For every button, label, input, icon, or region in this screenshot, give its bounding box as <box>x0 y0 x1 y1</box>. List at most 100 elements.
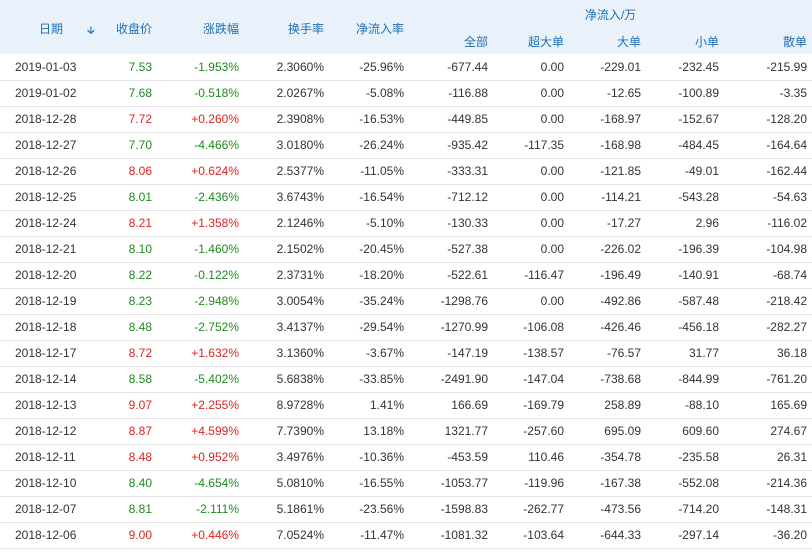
net-big-cell: -738.68 <box>569 366 646 393</box>
change-cell: -5.402% <box>157 366 244 393</box>
net-all-cell: -677.44 <box>409 54 493 81</box>
net-super-column-header[interactable]: 超大单 <box>493 28 569 54</box>
net-retail-column-header[interactable]: 散单 <box>724 28 812 54</box>
turnover-cell: 7.7390% <box>244 418 329 445</box>
net-retail-cell: 26.31 <box>724 444 812 471</box>
turnover-cell: 8.9728% <box>244 392 329 419</box>
net-small-cell: -714.20 <box>646 496 724 523</box>
turnover-cell: 5.6838% <box>244 366 329 393</box>
close-column-header[interactable]: 收盘价 <box>100 0 157 54</box>
date-cell: 2018-12-11 <box>0 444 100 471</box>
change-cell: -0.518% <box>157 80 244 107</box>
change-column-header[interactable]: 涨跌幅 <box>157 0 244 54</box>
net-super-cell: 0.00 <box>493 158 569 185</box>
date-cell: 2018-12-26 <box>0 158 100 185</box>
net-rate-cell: -3.67% <box>329 340 409 367</box>
net-big-cell: -121.85 <box>569 158 646 185</box>
turnover-cell: 3.0180% <box>244 132 329 159</box>
net-all-cell: -527.38 <box>409 236 493 263</box>
net-all-cell: -333.31 <box>409 158 493 185</box>
net-rate-cell: -26.24% <box>329 132 409 159</box>
net-big-cell: -426.46 <box>569 314 646 341</box>
net-rate-cell: 1.41% <box>329 392 409 419</box>
turnover-cell: 5.1861% <box>244 496 329 523</box>
turnover-cell: 2.5377% <box>244 158 329 185</box>
net-all-cell: -522.61 <box>409 262 493 289</box>
net-retail-cell: -162.44 <box>724 158 812 185</box>
net-super-cell: -262.77 <box>493 496 569 523</box>
change-cell: -0.122% <box>157 262 244 289</box>
close-cell: 8.21 <box>100 210 157 237</box>
net-all-cell: -116.88 <box>409 80 493 107</box>
net-retail-cell: -164.64 <box>724 132 812 159</box>
table-row: 2018-12-26 8.06 +0.624% 2.5377% -11.05% -333.… <box>0 158 812 185</box>
table-row: 2018-12-11 8.48 +0.952% 3.4976% -10.36% -453.… <box>0 444 812 471</box>
net-rate-column-header[interactable]: 净流入率 <box>329 0 409 54</box>
net-retail-cell: -214.36 <box>724 470 812 497</box>
net-small-cell: -484.45 <box>646 132 724 159</box>
table-row: 2018-12-25 8.01 -2.436% 3.6743% -16.54% -712.… <box>0 184 812 211</box>
net-rate-cell: -25.96% <box>329 54 409 81</box>
table-row: 2018-12-27 7.70 -4.466% 3.0180% -26.24% -935.… <box>0 132 812 159</box>
change-cell: +1.632% <box>157 340 244 367</box>
close-cell: 8.48 <box>100 444 157 471</box>
net-small-cell: -297.14 <box>646 522 724 549</box>
net-all-cell: -130.33 <box>409 210 493 237</box>
net-big-cell: 695.09 <box>569 418 646 445</box>
turnover-cell: 2.3908% <box>244 106 329 133</box>
net-retail-cell: -3.35 <box>724 80 812 107</box>
date-cell: 2019-01-02 <box>0 80 100 107</box>
table-row: 2018-12-07 8.81 -2.111% 5.1861% -23.56% -1598… <box>0 496 812 523</box>
net-all-cell: -935.42 <box>409 132 493 159</box>
net-big-column-header[interactable]: 大单 <box>569 28 646 54</box>
turnover-cell: 2.1246% <box>244 210 329 237</box>
close-cell: 9.00 <box>100 522 157 549</box>
arrow-down-icon[interactable]: 🡳 <box>87 25 95 37</box>
net-super-cell: -119.96 <box>493 470 569 497</box>
close-cell: 8.58 <box>100 366 157 393</box>
net-big-cell: -473.56 <box>569 496 646 523</box>
date-cell: 2018-12-19 <box>0 288 100 315</box>
net-super-cell: 0.00 <box>493 106 569 133</box>
net-small-cell: -152.67 <box>646 106 724 133</box>
net-super-cell: -138.57 <box>493 340 569 367</box>
net-big-cell: -229.01 <box>569 54 646 81</box>
turnover-cell: 3.6743% <box>244 184 329 211</box>
turnover-cell: 5.0810% <box>244 470 329 497</box>
turnover-cell: 2.3731% <box>244 262 329 289</box>
net-retail-cell: -128.20 <box>724 106 812 133</box>
change-cell: -1.460% <box>157 236 244 263</box>
table-row: 2018-12-18 8.48 -2.752% 3.4137% -29.54% -1270… <box>0 314 812 341</box>
net-rate-cell: -23.56% <box>329 496 409 523</box>
close-cell: 7.53 <box>100 54 157 81</box>
net-all-cell: -712.12 <box>409 184 493 211</box>
close-cell: 9.07 <box>100 392 157 419</box>
net-rate-cell: -16.55% <box>329 470 409 497</box>
table-row: 2018-12-28 7.72 +0.260% 2.3908% -16.53% -449.… <box>0 106 812 133</box>
change-cell: +0.624% <box>157 158 244 185</box>
net-all-column-header[interactable]: 全部 <box>409 28 493 54</box>
date-column-header[interactable]: 日期 🡳 <box>0 0 100 54</box>
net-retail-cell: -36.20 <box>724 522 812 549</box>
close-cell: 8.01 <box>100 184 157 211</box>
table-row: 2018-12-12 8.87 +4.599% 7.7390% 13.18% 1321.7… <box>0 418 812 445</box>
turnover-cell: 2.1502% <box>244 236 329 263</box>
net-rate-cell: -5.10% <box>329 210 409 237</box>
net-super-cell: -169.79 <box>493 392 569 419</box>
net-small-column-header[interactable]: 小单 <box>646 28 724 54</box>
net-big-cell: -354.78 <box>569 444 646 471</box>
net-all-cell: -1298.76 <box>409 288 493 315</box>
close-cell: 8.48 <box>100 314 157 341</box>
net-rate-cell: -33.85% <box>329 366 409 393</box>
net-rate-cell: -11.05% <box>329 158 409 185</box>
date-cell: 2018-12-24 <box>0 210 100 237</box>
table-row: 2018-12-10 8.40 -4.654% 5.0810% -16.55% -1053… <box>0 470 812 497</box>
net-all-cell: -453.59 <box>409 444 493 471</box>
turnover-cell: 2.3060% <box>244 54 329 81</box>
date-cell: 2018-12-27 <box>0 132 100 159</box>
net-small-cell: 31.77 <box>646 340 724 367</box>
close-cell: 8.10 <box>100 236 157 263</box>
turnover-column-header[interactable]: 换手率 <box>244 0 329 54</box>
turnover-cell: 2.0267% <box>244 80 329 107</box>
net-big-cell: -76.57 <box>569 340 646 367</box>
